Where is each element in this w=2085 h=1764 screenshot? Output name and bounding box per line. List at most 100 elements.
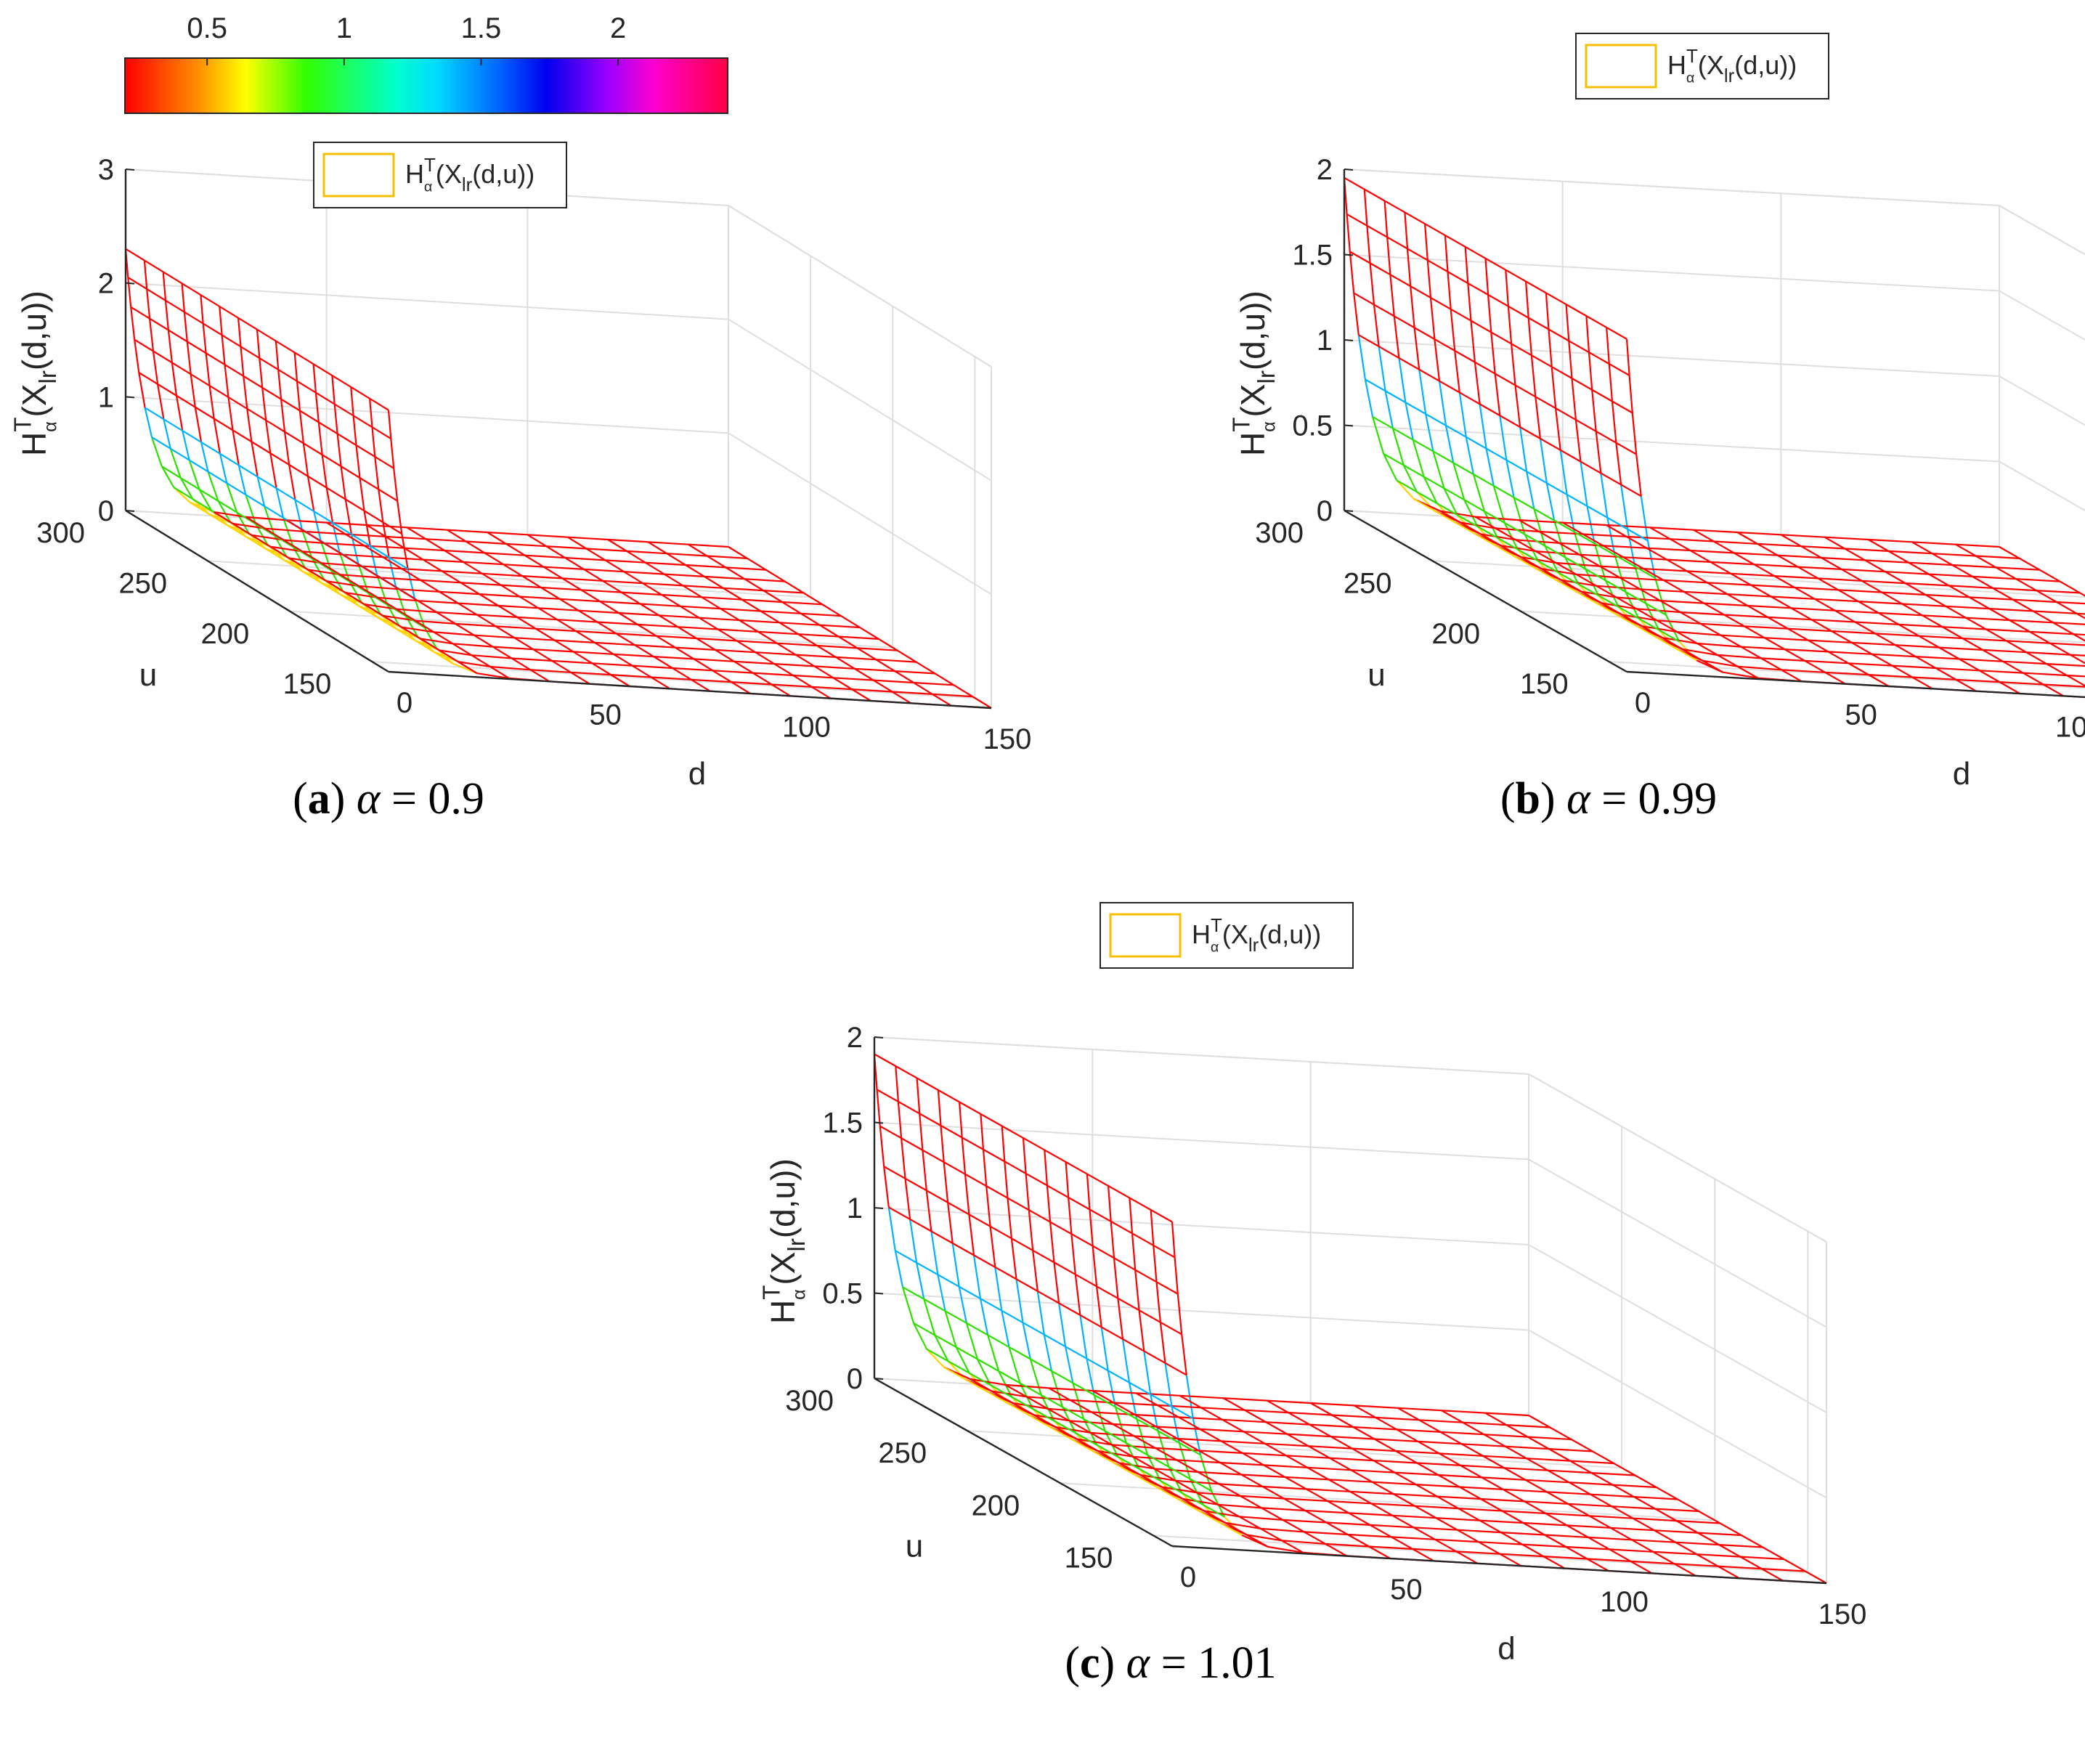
surface-line-u <box>402 626 434 633</box>
surface-line-u <box>323 542 365 547</box>
surface-line-u <box>792 674 834 679</box>
surface-line-d <box>189 501 454 664</box>
surface-line-u <box>611 674 651 678</box>
surface-line-u <box>1546 1491 1590 1495</box>
surface-line-u <box>1049 1222 1055 1263</box>
surface-line-u <box>1975 555 2020 559</box>
surface-line-u <box>452 643 493 648</box>
surface-line-u <box>179 477 194 500</box>
caption-symbol: α <box>357 774 381 824</box>
surface-line-u <box>1569 1481 1613 1486</box>
surface-line-u <box>1603 545 1647 549</box>
surface-line-u <box>342 553 383 558</box>
surface-line-u <box>1182 1497 1219 1505</box>
u-tick-label: 200 <box>201 618 250 650</box>
surface-line-d <box>1179 1394 1479 1564</box>
surface-line-u <box>901 1138 906 1179</box>
surface-line-d <box>1135 1392 1434 1562</box>
surface-line-u <box>1423 476 1438 504</box>
z-axis-label-text-alpha: α <box>41 421 61 432</box>
surface-line-u <box>779 622 820 626</box>
surface-line-u <box>1372 1481 1416 1486</box>
surface-line-u <box>1092 1245 1098 1287</box>
surface-line-d <box>1383 452 1667 616</box>
surface-line-u <box>575 630 617 635</box>
surface-line-u <box>1288 1412 1333 1416</box>
surface-line-d <box>1441 1410 1740 1580</box>
d-axis-label: d <box>1953 756 1970 792</box>
surface-line-u <box>1480 1497 1525 1503</box>
surface-line-u <box>1386 237 1391 275</box>
surface-line-u <box>1500 1553 1544 1558</box>
surface-line-d <box>138 372 402 535</box>
surface-line-d <box>1528 1415 1827 1584</box>
surface-line-u <box>1562 521 1606 527</box>
surface-line-u <box>1565 304 1570 341</box>
surface-line-u <box>887 1207 896 1251</box>
surface-line-u <box>1353 293 1359 336</box>
surface-line-u <box>1444 425 1455 463</box>
surface-line-u <box>1285 1476 1329 1481</box>
surface-line-u <box>637 623 678 628</box>
surface-line-u <box>718 628 758 633</box>
surface-line-u <box>1266 1421 1310 1426</box>
surface-line-u <box>1774 575 1818 580</box>
surface-line-u <box>771 683 812 688</box>
surface-line-u <box>1065 1161 1070 1198</box>
surface-line-u <box>307 569 341 576</box>
surface-line-u <box>926 1348 945 1368</box>
surface-line-u <box>835 656 877 661</box>
gridline-side-z <box>728 318 992 481</box>
surface-line-u <box>901 1286 915 1324</box>
surface-line-u <box>2033 610 2077 614</box>
surface-line-u <box>838 635 879 640</box>
surface-line-u <box>1965 617 2010 622</box>
axes-lines <box>873 1036 1827 1585</box>
surface-line-u <box>1505 460 1515 498</box>
surface-line-u <box>1555 407 1561 450</box>
surface-line-u <box>1604 580 1619 608</box>
surface-line-u <box>1591 1472 1635 1476</box>
surface-line-u <box>895 1065 899 1102</box>
surface-line-u <box>314 392 320 423</box>
u-tick-label: 250 <box>878 1437 927 1469</box>
surface-line-u <box>1384 391 1394 428</box>
surface-line-u <box>897 1101 903 1139</box>
surface-line-u <box>1946 605 1990 610</box>
surface-line-u <box>357 564 370 593</box>
surface-line-u <box>723 587 764 592</box>
surface-line-u <box>1181 1334 1187 1375</box>
legend-label: HT(Xlr(d,u)) <box>405 155 535 195</box>
surface-line-d <box>1413 498 1697 662</box>
surface-line-u <box>1513 497 1526 535</box>
surface-line-u <box>1959 658 2004 662</box>
surface-line-u <box>1986 628 2030 633</box>
surface-line-u <box>1723 671 1758 679</box>
surface-line-u <box>1204 1510 1240 1518</box>
surface-line-u <box>1663 579 1707 584</box>
surface-line-u <box>490 665 531 671</box>
surface-line-u <box>1791 607 1835 611</box>
surface-line-u <box>1330 1436 1375 1440</box>
surface-line-u <box>1585 568 1599 596</box>
surface-line-u <box>1364 379 1374 418</box>
surface-line-u <box>932 693 973 698</box>
caption-value: 0.9 <box>428 774 484 824</box>
surface-line-u <box>1460 521 1496 529</box>
surface-line-u <box>1260 1527 1304 1533</box>
surface-line-u <box>1156 1426 1200 1430</box>
surface-line-u <box>1615 442 1622 485</box>
surface-line-u <box>702 596 742 601</box>
surface-line-u <box>1587 1558 1631 1562</box>
surface-line-u <box>1573 532 1587 569</box>
gridline-side-z <box>1528 1158 1827 1328</box>
surface-line-u <box>675 646 715 651</box>
surface-line-u <box>1504 1467 1548 1471</box>
surface-line-u <box>1601 602 1637 610</box>
surface-line-d <box>913 1322 1212 1492</box>
surface-line-u <box>1801 545 1845 550</box>
z-axis-label: HT(Xlr(d,u))α <box>758 1158 810 1324</box>
surface-line-u <box>1911 541 1956 545</box>
surface-line-u <box>1161 1486 1197 1494</box>
surface-line-u <box>352 415 357 446</box>
